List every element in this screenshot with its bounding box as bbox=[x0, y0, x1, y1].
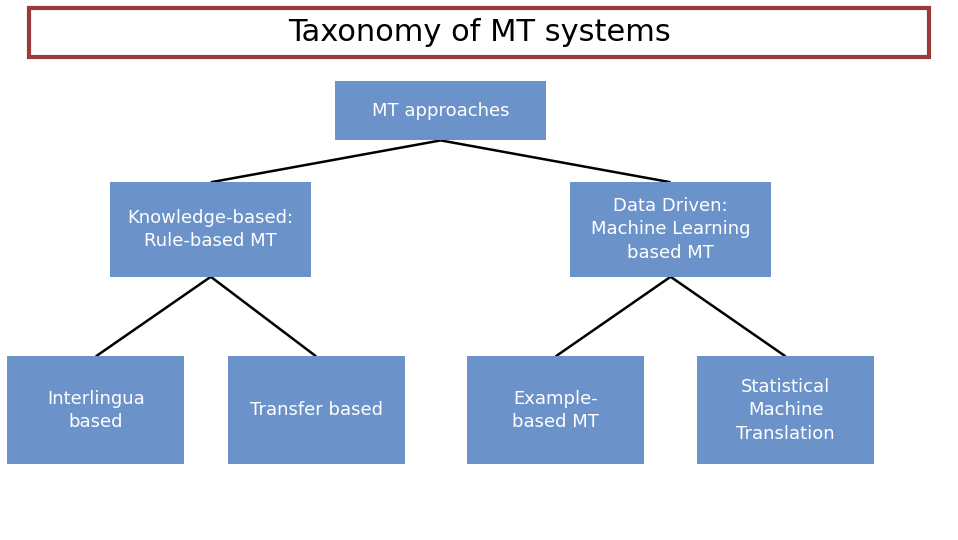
Text: Example-
based MT: Example- based MT bbox=[513, 389, 599, 431]
FancyBboxPatch shape bbox=[110, 183, 311, 277]
Text: Knowledge-based:
Rule-based MT: Knowledge-based: Rule-based MT bbox=[127, 208, 294, 251]
FancyBboxPatch shape bbox=[335, 81, 546, 140]
FancyBboxPatch shape bbox=[228, 356, 404, 464]
FancyBboxPatch shape bbox=[29, 8, 929, 57]
Text: Statistical
Machine
Translation: Statistical Machine Translation bbox=[737, 378, 834, 443]
Text: Interlingua
based: Interlingua based bbox=[47, 389, 145, 431]
FancyBboxPatch shape bbox=[8, 356, 184, 464]
FancyBboxPatch shape bbox=[570, 183, 771, 277]
Text: MT approaches: MT approaches bbox=[372, 102, 510, 120]
Text: Data Driven:
Machine Learning
based MT: Data Driven: Machine Learning based MT bbox=[591, 197, 750, 262]
Text: Taxonomy of MT systems: Taxonomy of MT systems bbox=[287, 18, 671, 47]
FancyBboxPatch shape bbox=[467, 356, 644, 464]
FancyBboxPatch shape bbox=[696, 356, 874, 464]
Text: Transfer based: Transfer based bbox=[250, 401, 382, 420]
